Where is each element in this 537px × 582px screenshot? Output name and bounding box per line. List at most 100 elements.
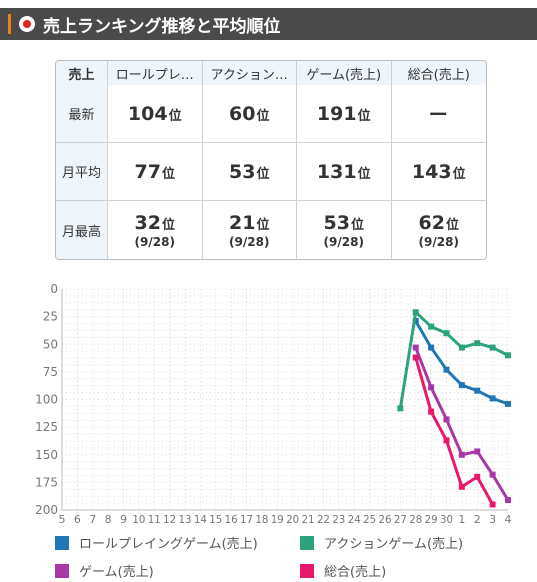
table-cell: 53位 <box>202 143 297 201</box>
rank-value: 21 <box>229 211 256 234</box>
table-row: 月最高 32位 (9/28) 21位 (9/28) 53位 (9/28) 62位 (9/… <box>56 201 486 259</box>
x-tick-label: 15 <box>209 513 222 526</box>
rank-value: 60 <box>229 102 256 125</box>
data-point <box>412 309 419 316</box>
rank-unit: 位 <box>357 166 371 182</box>
rank-value: 77 <box>134 160 161 183</box>
x-tick-label: 14 <box>194 513 207 526</box>
rank-value: 131 <box>316 160 357 183</box>
data-point <box>412 354 419 361</box>
table-cell: 77位 <box>108 143 203 201</box>
x-tick-label: 11 <box>148 513 161 526</box>
table-cell: 32位 (9/28) <box>108 201 203 259</box>
y-tick-label: 0 <box>50 282 58 296</box>
legend-item: 総合(売上) <box>300 561 386 580</box>
column-header: 総合(売上) <box>391 61 486 85</box>
rank-date: (9/28) <box>134 234 175 249</box>
legend-label: ロールプレイングゲーム(売上) <box>79 537 258 552</box>
row-label: 月最高 <box>56 201 108 259</box>
y-tick-label: 50 <box>43 337 58 351</box>
x-tick-label: 19 <box>271 513 284 526</box>
table-cell: ー <box>391 85 486 143</box>
y-tick-label: 25 <box>43 310 58 324</box>
x-tick-label: 7 <box>89 513 96 526</box>
rank-value: ー <box>428 104 448 126</box>
data-point <box>428 384 435 391</box>
table-cell: 53位 (9/28) <box>297 201 392 259</box>
data-point <box>428 323 435 330</box>
table-header-row: 売上 ロールプレ… アクション… ゲーム(売上) 総合(売上) <box>56 61 486 85</box>
rank-unit: 位 <box>161 217 175 233</box>
table-cell: 191位 <box>297 85 392 143</box>
rank-unit: 位 <box>161 166 175 182</box>
data-point <box>474 473 481 480</box>
data-point <box>505 352 511 359</box>
legend-swatch <box>55 535 69 550</box>
x-tick-label: 8 <box>105 513 112 526</box>
rank-unit: 位 <box>452 166 466 182</box>
y-tick-label: 200 <box>35 503 58 517</box>
y-tick-label: 175 <box>35 475 58 489</box>
data-point <box>489 471 496 478</box>
header-accent-bar <box>8 14 11 34</box>
rank-value: 62 <box>418 211 445 234</box>
rank-value: 143 <box>411 160 452 183</box>
x-tick-label: 20 <box>286 513 299 526</box>
data-point <box>443 366 450 373</box>
rank-value: 104 <box>127 102 168 125</box>
x-tick-label: 2 <box>474 513 481 526</box>
y-tick-label: 150 <box>35 448 58 462</box>
rank-date: (9/28) <box>418 234 459 249</box>
x-tick-label: 27 <box>394 513 407 526</box>
legend-label: ゲーム(売上) <box>79 565 154 580</box>
x-tick-label: 30 <box>440 513 453 526</box>
table-cell: 62位 (9/28) <box>392 201 487 259</box>
rank-value: 53 <box>229 160 256 183</box>
x-tick-label: 29 <box>425 513 438 526</box>
x-tick-label: 21 <box>302 513 315 526</box>
rank-value: 191 <box>316 102 357 125</box>
legend-swatch <box>300 563 314 578</box>
data-point <box>489 501 496 508</box>
x-tick-label: 18 <box>255 513 268 526</box>
rank-value: 32 <box>134 211 161 234</box>
data-point <box>412 344 419 351</box>
table-row: 最新 104位 60位 191位 ー <box>56 85 486 143</box>
rank-unit: 位 <box>256 108 270 124</box>
data-point <box>489 395 496 402</box>
row-label: 最新 <box>56 85 108 143</box>
legend-swatch <box>300 535 314 550</box>
x-tick-label: 22 <box>317 513 330 526</box>
table-cell: 104位 <box>108 85 203 143</box>
table-row: 月平均 77位 53位 131位 143位 <box>56 143 486 201</box>
x-tick-label: 26 <box>378 513 391 526</box>
rank-unit: 位 <box>256 217 270 233</box>
y-tick-label: 75 <box>43 365 58 379</box>
legend-item: ロールプレイングゲーム(売上) <box>55 533 258 552</box>
data-point <box>474 387 481 394</box>
y-tick-label: 100 <box>35 393 58 407</box>
x-tick-label: 4 <box>505 513 512 526</box>
data-point <box>458 483 465 490</box>
x-tick-label: 6 <box>74 513 81 526</box>
record-dot-icon <box>19 16 35 32</box>
legend-item: アクションゲーム(売上) <box>300 533 463 552</box>
column-header: アクション… <box>202 61 297 85</box>
y-tick-label: 125 <box>35 420 58 434</box>
x-tick-label: 17 <box>240 513 253 526</box>
plot-area <box>62 289 508 510</box>
data-point <box>428 344 435 351</box>
x-tick-label: 24 <box>348 513 361 526</box>
legend-label: アクションゲーム(売上) <box>324 537 464 552</box>
rank-unit: 位 <box>357 108 371 124</box>
rank-unit: 位 <box>168 108 182 124</box>
x-tick-label: 16 <box>225 513 238 526</box>
legend-item: ゲーム(売上) <box>55 561 154 580</box>
x-tick-label: 1 <box>458 513 465 526</box>
table-cell: 143位 <box>391 143 486 201</box>
section-header: 売上ランキング推移と平均順位 <box>0 8 537 40</box>
x-tick-label: 25 <box>363 513 376 526</box>
data-point <box>458 344 465 351</box>
table-cell: 60位 <box>202 85 297 143</box>
column-header: ゲーム(売上) <box>297 61 392 85</box>
